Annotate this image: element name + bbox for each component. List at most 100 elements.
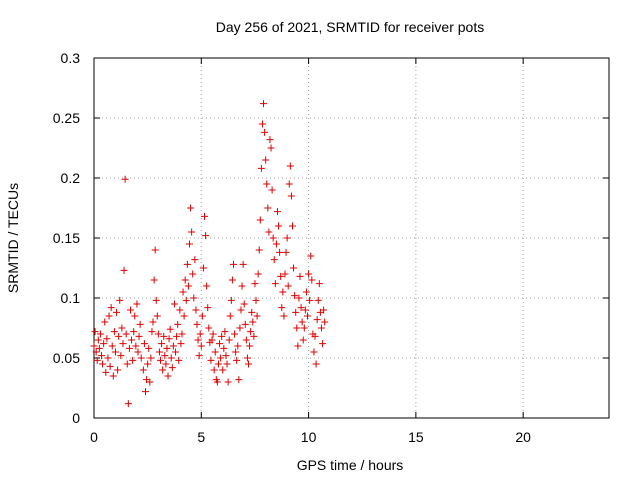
data-point <box>93 356 101 364</box>
data-point <box>293 324 301 332</box>
data-point <box>263 180 271 188</box>
data-point <box>135 332 143 340</box>
data-point <box>152 296 160 304</box>
x-axis-tick-labels: 0 5 10 15 20 <box>90 429 531 445</box>
data-point <box>105 312 113 320</box>
data-point <box>213 378 221 386</box>
data-point <box>117 352 125 360</box>
data-point <box>197 342 205 350</box>
data-point <box>223 360 231 368</box>
data-point <box>104 354 112 362</box>
y-tick-label: 0.05 <box>53 350 80 366</box>
data-point <box>157 356 165 364</box>
data-point <box>312 360 320 368</box>
data-point <box>90 342 98 350</box>
data-point <box>269 234 277 242</box>
data-point <box>236 324 244 332</box>
data-point <box>98 352 106 360</box>
data-point <box>260 100 268 108</box>
data-point <box>163 344 171 352</box>
data-point <box>184 282 192 290</box>
data-point <box>139 366 147 374</box>
data-point <box>189 270 197 278</box>
data-point <box>154 330 162 338</box>
x-tick-label: 20 <box>515 429 531 445</box>
y-tick-label: 0.2 <box>61 170 81 186</box>
data-point <box>164 372 172 380</box>
data-point <box>126 306 134 314</box>
data-point <box>106 362 114 370</box>
data-point <box>168 364 176 372</box>
data-point <box>183 260 191 268</box>
axis-ticks <box>93 57 609 419</box>
data-point <box>199 264 207 272</box>
data-point <box>257 164 265 172</box>
data-point <box>251 280 259 288</box>
x-axis-label: GPS time / hours <box>297 457 404 473</box>
data-point <box>110 328 118 336</box>
data-point <box>109 372 117 380</box>
data-point <box>173 332 181 340</box>
data-point <box>294 342 302 350</box>
data-point <box>228 276 236 284</box>
data-point <box>179 288 187 296</box>
data-point <box>114 366 122 374</box>
data-point <box>307 252 315 260</box>
data-point <box>248 308 256 316</box>
data-point <box>264 204 272 212</box>
data-point <box>292 308 300 316</box>
data-point <box>295 294 303 302</box>
data-point <box>134 348 142 356</box>
data-point <box>305 270 313 278</box>
data-point <box>310 348 318 356</box>
data-point <box>148 328 156 336</box>
data-point <box>125 344 133 352</box>
data-point <box>177 340 185 348</box>
data-point <box>128 336 136 344</box>
data-point <box>174 320 182 328</box>
data-point <box>246 342 254 350</box>
data-point <box>279 288 287 296</box>
data-point <box>214 360 222 368</box>
data-point <box>290 264 298 272</box>
data-point <box>153 312 161 320</box>
data-point <box>178 330 186 338</box>
data-point <box>231 330 239 338</box>
data-point <box>160 332 168 340</box>
data-point <box>273 208 281 216</box>
data-point <box>208 336 216 344</box>
data-point <box>188 228 196 236</box>
data-point <box>224 378 232 386</box>
data-point <box>258 120 266 128</box>
data-point <box>150 276 158 284</box>
data-point <box>229 260 237 268</box>
data-point <box>241 320 249 328</box>
data-point <box>313 316 321 324</box>
data-point <box>276 248 284 256</box>
data-point <box>145 344 153 352</box>
data-point <box>187 204 195 212</box>
data-point <box>283 234 291 242</box>
data-point <box>304 312 312 320</box>
y-tick-label: 0.15 <box>53 230 80 246</box>
data-point <box>190 294 198 302</box>
data-point <box>149 318 157 326</box>
data-point <box>284 282 292 290</box>
data-point <box>207 356 215 364</box>
data-point <box>249 318 257 326</box>
data-point <box>300 324 308 332</box>
data-point <box>180 312 188 320</box>
data-point <box>268 186 276 194</box>
data-point <box>254 270 262 278</box>
data-point <box>266 136 274 144</box>
data-point <box>124 400 132 408</box>
data-point <box>265 228 273 236</box>
data-point <box>91 328 99 336</box>
y-tick-label: 0.3 <box>61 50 81 66</box>
data-point <box>129 356 137 364</box>
data-point <box>243 354 251 362</box>
data-point <box>119 340 127 348</box>
data-point <box>172 348 180 356</box>
data-point <box>192 306 200 314</box>
data-point <box>321 318 329 326</box>
